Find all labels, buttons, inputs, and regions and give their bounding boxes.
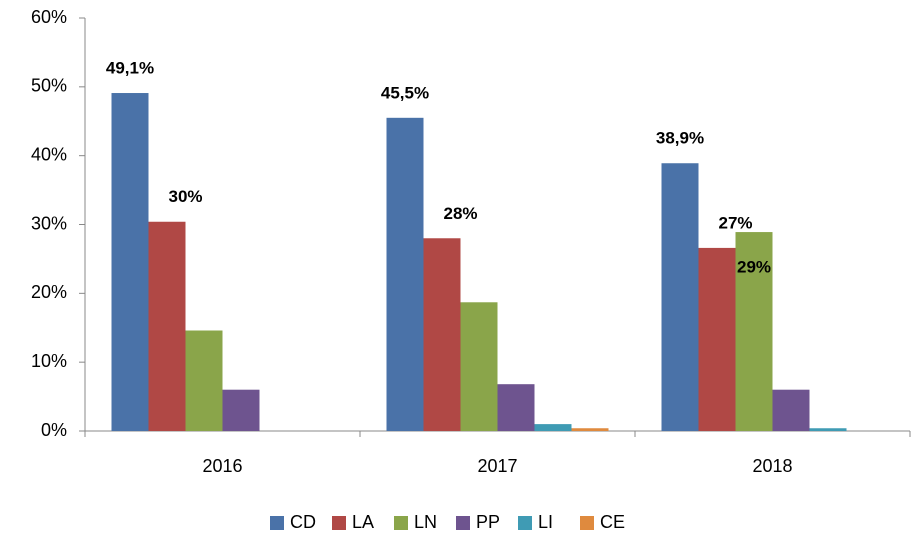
- bar: [185, 330, 223, 431]
- legend-label: PP: [476, 512, 500, 532]
- legend-label: LN: [414, 512, 437, 532]
- bar: [735, 232, 773, 431]
- legend-swatch: [270, 516, 284, 530]
- bar: [386, 117, 424, 431]
- legend-swatch: [332, 516, 346, 530]
- bar: [423, 238, 461, 431]
- bar: [222, 389, 260, 431]
- x-tick-label: 2017: [477, 456, 517, 476]
- bar: [111, 93, 149, 432]
- legend-label: LI: [538, 512, 553, 532]
- y-tick-label: 60%: [31, 7, 67, 27]
- y-tick-label: 40%: [31, 144, 67, 164]
- bar: [772, 389, 810, 431]
- bar: [460, 302, 498, 431]
- x-tick-label: 2016: [202, 456, 242, 476]
- legend-swatch: [394, 516, 408, 530]
- legend-label: CD: [290, 512, 316, 532]
- legend-swatch: [456, 516, 470, 530]
- y-tick-label: 20%: [31, 282, 67, 302]
- y-tick-label: 10%: [31, 351, 67, 371]
- y-tick-label: 30%: [31, 213, 67, 233]
- y-tick-label: 0%: [41, 420, 67, 440]
- bar: [534, 424, 572, 431]
- value-label: 28%: [443, 204, 477, 223]
- value-label: 30%: [168, 187, 202, 206]
- bar: [661, 163, 699, 431]
- legend-swatch: [580, 516, 594, 530]
- value-label: 49,1%: [106, 59, 154, 78]
- x-tick-label: 2018: [752, 456, 792, 476]
- bar: [497, 384, 535, 431]
- legend-swatch: [518, 516, 532, 530]
- y-tick-label: 50%: [31, 76, 67, 96]
- bar: [571, 428, 609, 431]
- bar: [698, 247, 736, 431]
- value-label: 27%: [718, 213, 752, 232]
- legend-label: LA: [352, 512, 374, 532]
- value-label: 29%: [737, 258, 771, 277]
- value-label: 38,9%: [656, 129, 704, 148]
- bar: [809, 428, 847, 431]
- value-label: 45,5%: [381, 83, 429, 102]
- legend-label: CE: [600, 512, 625, 532]
- bar: [148, 221, 186, 431]
